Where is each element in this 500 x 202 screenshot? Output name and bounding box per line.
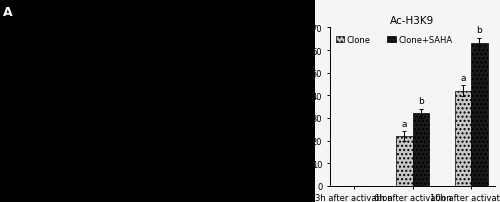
Text: a: a [460, 73, 466, 82]
Text: a: a [402, 120, 407, 128]
Text: B: B [289, 16, 298, 29]
Legend: Clone, Clone+SAHA: Clone, Clone+SAHA [334, 34, 454, 46]
Bar [454, 91, 471, 186]
Title: Ac-H3K9: Ac-H3K9 [390, 16, 434, 26]
Bar [396, 136, 412, 186]
Text: b: b [418, 97, 424, 106]
Bar [412, 114, 429, 186]
Text: b: b [476, 26, 482, 35]
Text: A: A [3, 6, 13, 19]
Y-axis label: Signal intensity (%): Signal intensity (%) [300, 63, 309, 151]
Bar [471, 44, 488, 186]
